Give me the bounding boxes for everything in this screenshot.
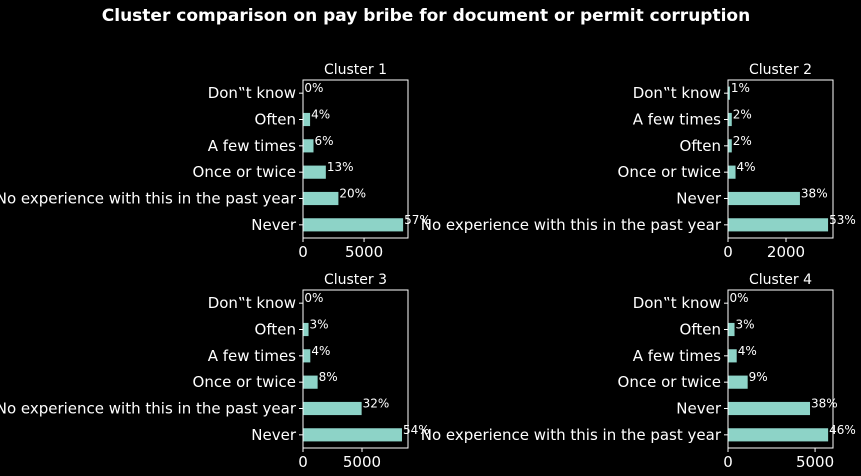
y-tick-label: A few times [633, 347, 721, 365]
x-tick-label: 0 [723, 453, 733, 471]
bar-label: 0% [730, 291, 749, 305]
bar-label: 20% [339, 187, 366, 201]
bar [728, 349, 737, 363]
bar [728, 165, 736, 179]
subplot-title: Cluster 3 [324, 272, 387, 288]
bar [303, 191, 339, 206]
axes-frame [302, 79, 409, 239]
bar-label: 4% [737, 160, 756, 174]
y-tick-label: Once or twice [193, 373, 296, 391]
bar-label: 9% [749, 370, 768, 384]
bar-label: 6% [315, 134, 334, 148]
bar [728, 139, 732, 153]
bar [303, 112, 311, 127]
bar [728, 112, 732, 127]
bar-label: 2% [733, 134, 752, 148]
bar-label: 57% [404, 213, 431, 227]
y-tick-label: Often [680, 321, 721, 339]
y-tick-label: Don‟t know [208, 294, 296, 312]
y-tick-label: Often [680, 137, 721, 155]
bar-label: 8% [319, 370, 338, 384]
bar-label: 4% [738, 344, 757, 358]
bar-label: 4% [311, 108, 330, 122]
x-tick-label: 2000 [767, 243, 805, 261]
x-tick-label: 0 [298, 453, 308, 471]
axes-frame [727, 289, 834, 449]
y-tick-label: A few times [208, 347, 296, 365]
bar-label: 0% [304, 291, 323, 305]
bar-label: 0% [304, 81, 323, 95]
bar [728, 401, 811, 416]
x-tick-label: 0 [298, 243, 308, 261]
y-tick-label: No experience with this in the past year [421, 216, 722, 234]
bar-label: 2% [733, 108, 752, 122]
y-tick-label: Don‟t know [633, 84, 721, 102]
bar-label: 38% [811, 397, 838, 411]
bar [728, 322, 735, 337]
bar-label: 3% [736, 318, 755, 332]
axes-frame [302, 289, 409, 449]
y-tick-label: Once or twice [618, 373, 721, 391]
bar [303, 349, 311, 363]
x-tick-label: 0 [723, 243, 733, 261]
y-tick-label: A few times [208, 137, 296, 155]
bar-label: 3% [310, 318, 329, 332]
figure-title: Cluster comparison on pay bribe for docu… [102, 6, 750, 26]
y-tick-label: Never [676, 400, 722, 418]
bar [303, 139, 314, 153]
subplot-title: Cluster 2 [749, 62, 812, 78]
y-tick-label: Don‟t know [208, 84, 296, 102]
bar [303, 401, 362, 416]
bar-label: 13% [327, 160, 354, 174]
bar [303, 428, 402, 442]
bar [303, 165, 326, 179]
subplot-title: Cluster 4 [749, 272, 812, 288]
bar [728, 191, 800, 206]
bar-label: 54% [403, 423, 430, 437]
y-tick-label: Don‟t know [633, 294, 721, 312]
axes-frame [727, 79, 834, 239]
bar-label: 1% [731, 81, 750, 95]
y-tick-label: A few times [633, 111, 721, 129]
bar [728, 86, 730, 100]
bar-label: 32% [363, 397, 390, 411]
x-tick-label: 5000 [343, 453, 381, 471]
bar [303, 322, 309, 337]
bar [728, 375, 748, 389]
y-tick-label: No experience with this in the past year [0, 400, 297, 418]
subplot-title: Cluster 1 [324, 62, 387, 78]
y-tick-label: Often [255, 321, 296, 339]
y-tick-label: Once or twice [193, 163, 296, 181]
bar [728, 218, 829, 232]
y-tick-label: No experience with this in the past year [421, 426, 722, 444]
bar [728, 428, 829, 442]
y-tick-label: Never [676, 190, 722, 208]
bar-label: 53% [829, 213, 856, 227]
x-tick-label: 5000 [796, 453, 834, 471]
y-tick-label: Never [251, 216, 297, 234]
bar-label: 46% [829, 423, 856, 437]
x-tick-label: 5000 [345, 243, 383, 261]
y-tick-label: Never [251, 426, 297, 444]
bar-label: 38% [801, 187, 828, 201]
bar [303, 218, 404, 232]
y-tick-label: Often [255, 111, 296, 129]
bar-label: 4% [311, 344, 330, 358]
bar [303, 375, 318, 389]
y-tick-label: Once or twice [618, 163, 721, 181]
y-tick-label: No experience with this in the past year [0, 190, 297, 208]
